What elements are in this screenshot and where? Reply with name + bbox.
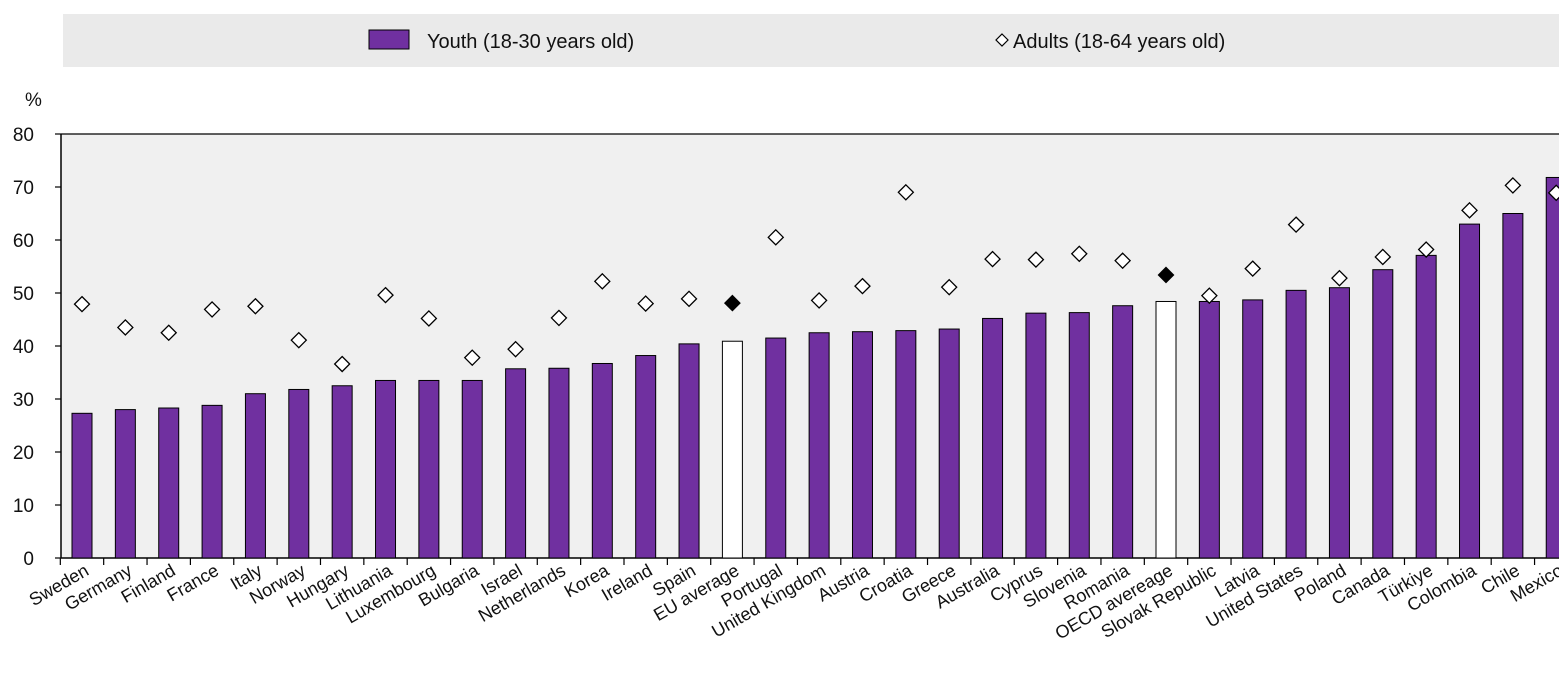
- markers-adults: [73, 176, 1559, 373]
- legend-youth-swatch: [368, 29, 410, 50]
- marker-adults: [1027, 251, 1045, 269]
- bar-youth: [1198, 300, 1220, 559]
- bar-youth: [808, 332, 830, 559]
- bar-youth: [851, 331, 873, 559]
- marker-adults: [1287, 216, 1305, 234]
- marker-adults: [1331, 269, 1348, 287]
- marker-adults: [723, 294, 741, 312]
- marker-adults: [1461, 201, 1478, 219]
- bar-youth: [158, 407, 180, 559]
- marker-adults: [1417, 241, 1435, 258]
- bar-youth: [1155, 300, 1177, 559]
- marker-adults: [593, 272, 611, 290]
- y-tick-label: 0: [23, 549, 34, 570]
- legend-youth-label: Youth (18-30 years old): [427, 31, 634, 53]
- marker-adults: [1244, 260, 1262, 278]
- marker-adults: [680, 290, 698, 308]
- marker-adults: [767, 228, 785, 246]
- bar-youth: [331, 385, 353, 559]
- marker-adults: [550, 309, 568, 327]
- legend: Youth (18-30 years old) Adults (18-64 ye…: [63, 14, 1559, 67]
- bar-youth: [635, 355, 657, 559]
- marker-adults: [637, 295, 655, 313]
- y-axis: 0 10 20 30 40 50 60 70 80: [13, 125, 1559, 570]
- marker-adults: [73, 295, 91, 313]
- y-tick-label: 50: [13, 284, 34, 305]
- bar-youth: [1502, 213, 1524, 559]
- marker-adults: [1200, 287, 1218, 305]
- y-tick-label: 10: [13, 496, 34, 517]
- marker-adults: [1504, 176, 1522, 194]
- x-tick-label: Ireland: [598, 560, 656, 605]
- bar-youth: [1459, 223, 1481, 559]
- y-tick-label: 60: [13, 231, 34, 252]
- marker-adults: [1374, 248, 1392, 266]
- bar-youth: [678, 343, 700, 559]
- bar-youth: [1372, 269, 1394, 559]
- y-tick-label: 20: [13, 443, 34, 464]
- bar-youth: [1068, 312, 1090, 559]
- bar-youth: [201, 404, 223, 559]
- bar-youth: [1285, 289, 1307, 559]
- marker-adults: [203, 301, 221, 318]
- marker-adults: [810, 292, 828, 309]
- legend-adults-marker: [995, 33, 1009, 47]
- marker-adults: [116, 319, 134, 336]
- bar-youth: [1415, 254, 1437, 559]
- bar-youth: [114, 409, 136, 559]
- marker-adults: [333, 355, 351, 373]
- marker-adults: [1114, 252, 1132, 270]
- bar-youth: [591, 362, 613, 559]
- bars-youth: [71, 176, 1559, 559]
- marker-adults: [463, 349, 481, 367]
- marker-adults: [507, 340, 525, 358]
- marker-adults: [897, 183, 915, 201]
- bar-youth: [1328, 287, 1350, 559]
- bar-youth: [1242, 299, 1264, 559]
- bar-youth: [71, 412, 93, 559]
- marker-adults: [1547, 184, 1559, 202]
- bar-youth: [1545, 176, 1559, 559]
- bar-youth: [982, 317, 1004, 559]
- bar-youth: [1112, 305, 1134, 559]
- bar-youth: [375, 379, 397, 559]
- y-tick-label: 30: [13, 390, 34, 411]
- bar-youth: [505, 368, 527, 559]
- legend-adults-label: Adults (18-64 years old): [1013, 31, 1225, 53]
- bar-youth: [288, 388, 310, 559]
- marker-adults: [290, 331, 308, 349]
- marker-adults: [1070, 245, 1088, 263]
- marker-adults: [247, 297, 264, 315]
- legend-background: [63, 14, 1559, 67]
- y-tick-label: 70: [13, 178, 34, 199]
- bar-youth: [548, 367, 570, 559]
- y-unit-label: %: [25, 90, 42, 111]
- marker-adults: [420, 310, 438, 327]
- bar-youth: [938, 328, 960, 559]
- bar-youth: [244, 393, 266, 559]
- marker-adults: [377, 286, 394, 304]
- bar-youth: [461, 379, 483, 559]
- marker-adults: [854, 277, 871, 295]
- bar-youth: [418, 379, 440, 559]
- y-tick-label: 40: [13, 337, 34, 358]
- y-tick-label: 80: [13, 125, 34, 146]
- marker-adults: [1157, 266, 1175, 284]
- bar-youth: [1025, 312, 1047, 559]
- bar-youth: [721, 340, 743, 559]
- marker-adults: [940, 278, 958, 296]
- bar-youth: [895, 330, 917, 559]
- bar-youth: [765, 337, 787, 559]
- marker-adults: [160, 324, 178, 342]
- marker-adults: [984, 250, 1001, 268]
